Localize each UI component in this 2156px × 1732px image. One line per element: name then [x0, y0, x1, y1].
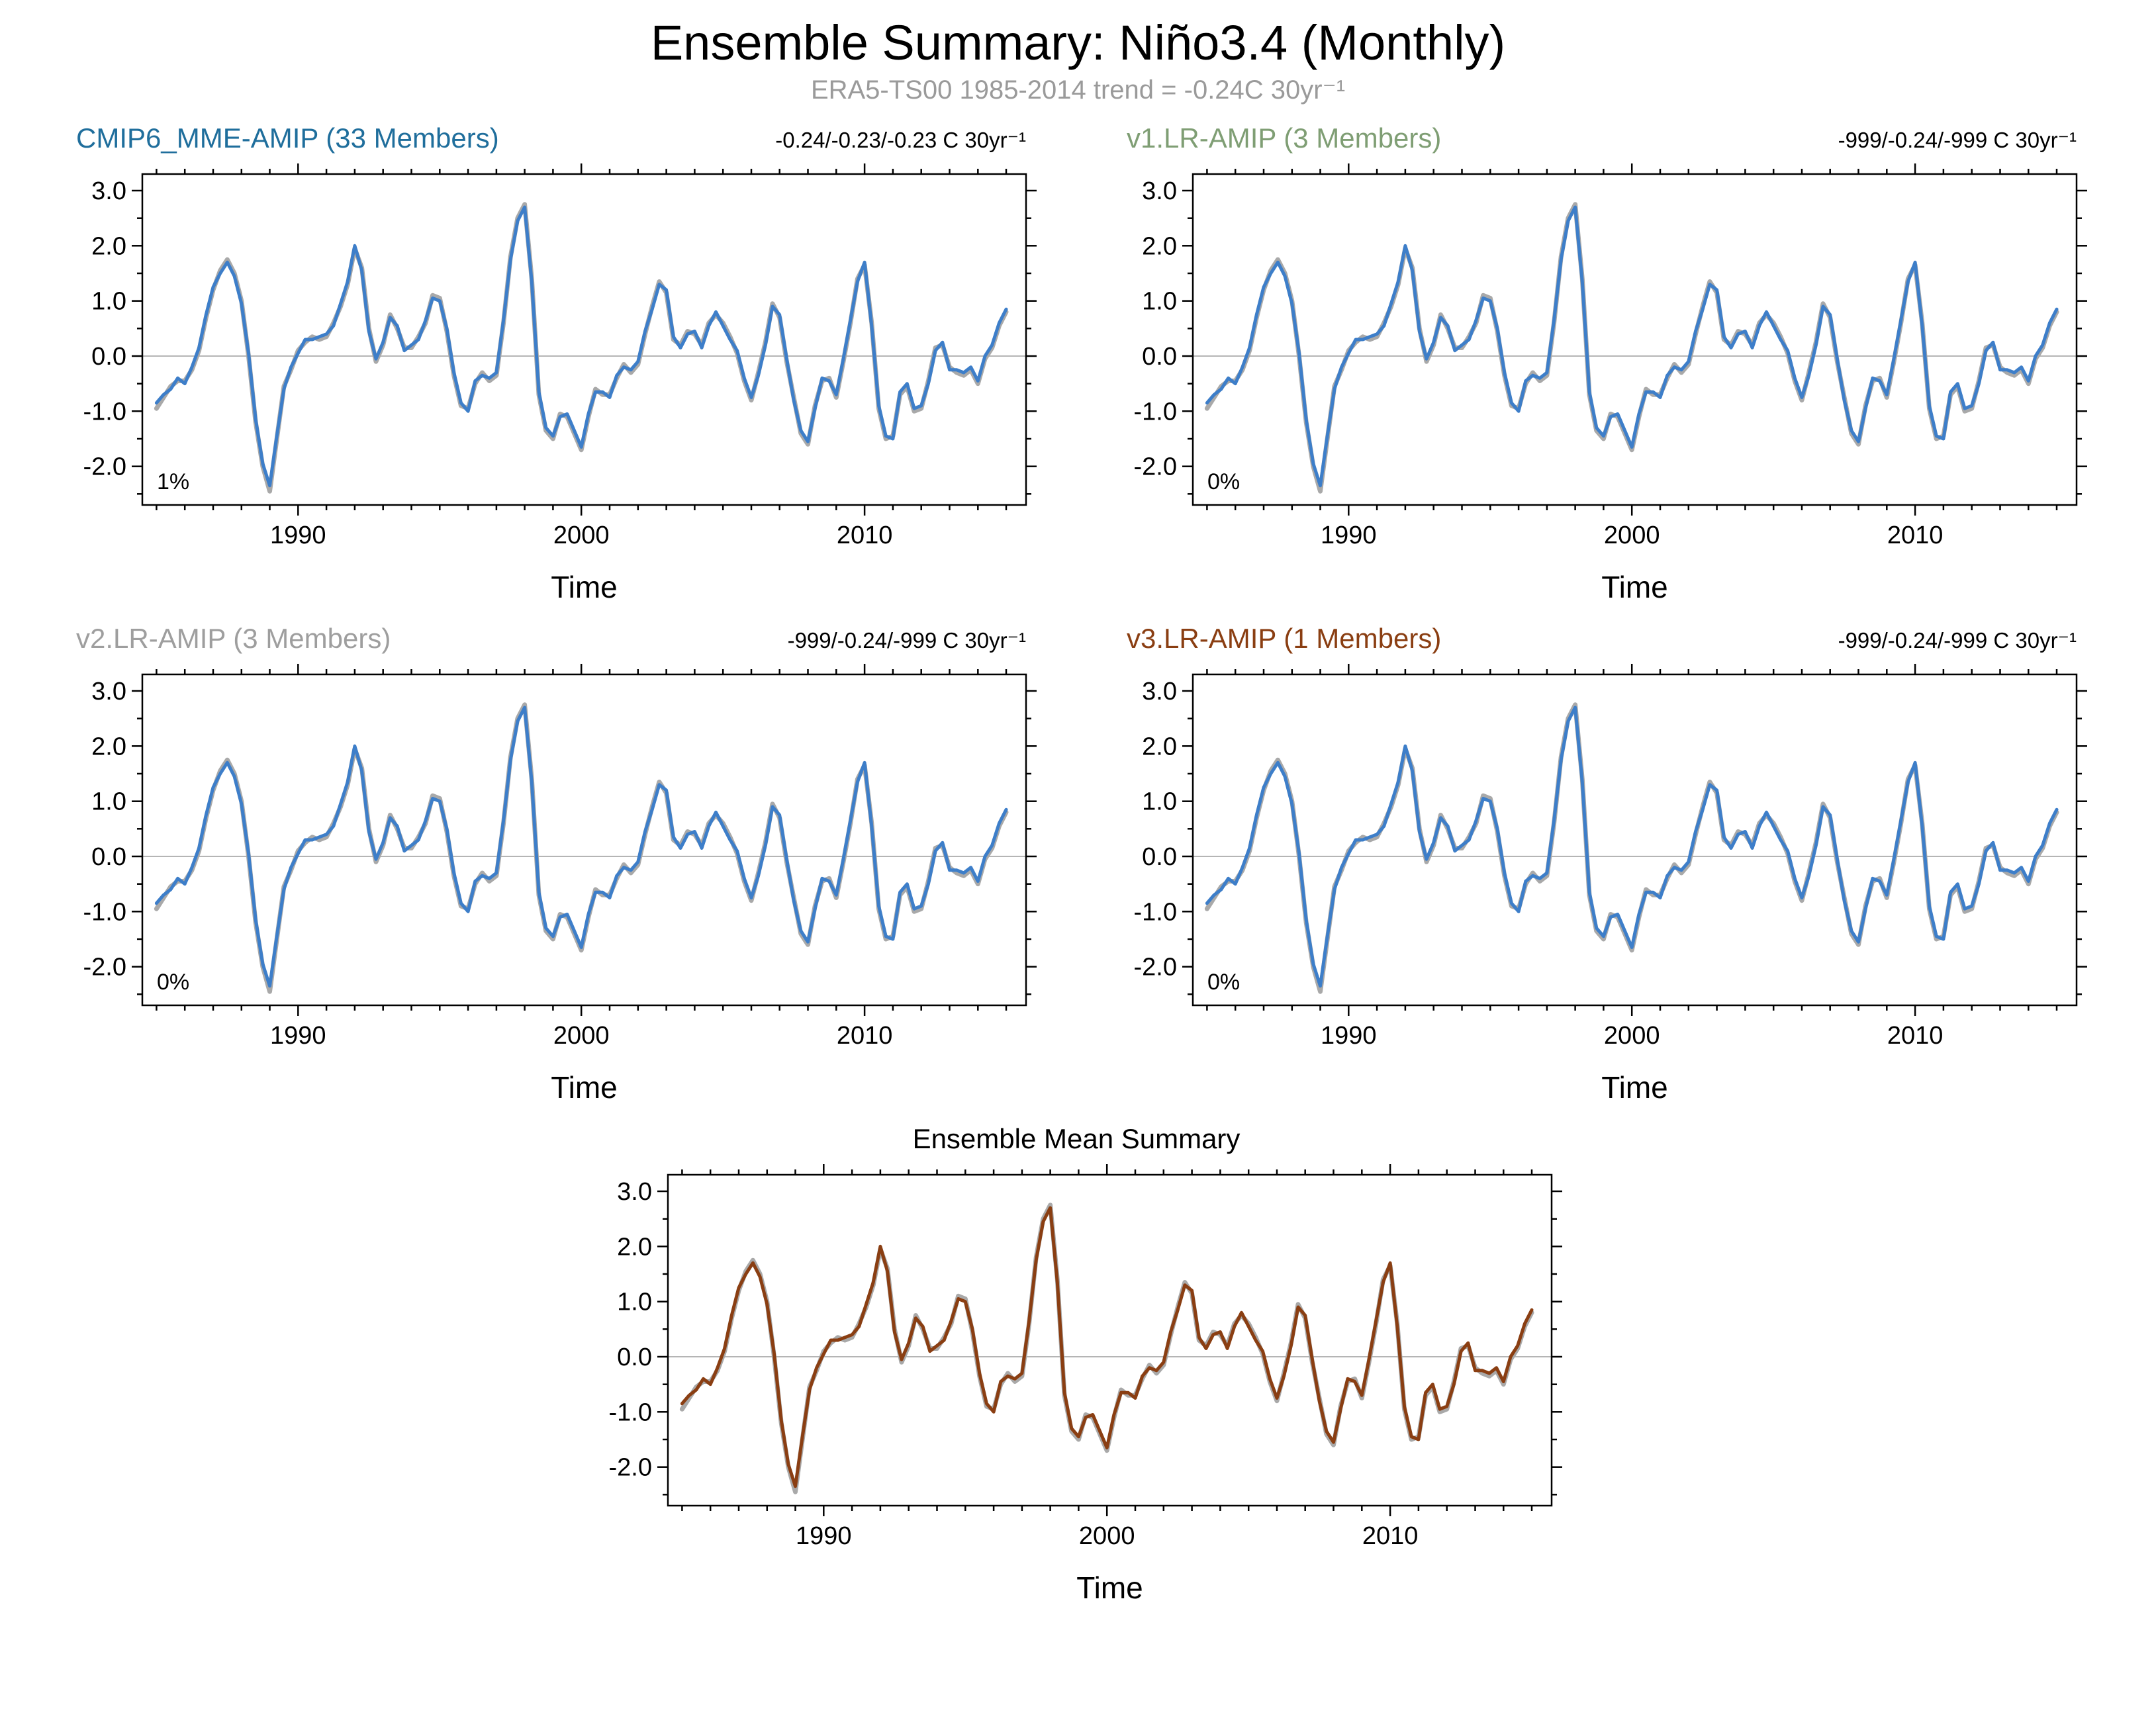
y-tick-label: 2.0 [91, 733, 126, 760]
chart-svg: 1990 2000 2010 -2.0 -1.0 0.0 1.0 2.0 3.0 1% Time [83, 163, 1037, 604]
plot-area: 1990 2000 2010 -2.0 -1.0 0.0 1.0 2.0 3.0 Time [588, 1162, 1568, 1606]
plot-border [141, 673, 1027, 1007]
plot-area: 1990 2000 2010 -2.0 -1.0 0.0 1.0 2.0 3.0 0% Time [63, 661, 1043, 1106]
y-tick-label: 0.0 [91, 843, 126, 871]
panel-v1-lr-amip: v1.LR-AMIP (3 Members) -999/-0.24/-999 C… [1113, 122, 2093, 606]
trend-label: -999/-0.24/-999 C 30yr⁻¹ [1838, 128, 2077, 152]
y-tick-label: 3.0 [1142, 177, 1177, 205]
plot-border [1192, 173, 2078, 506]
y-tick-label: 3.0 [91, 678, 126, 706]
y-tick-label: 0.0 [617, 1344, 652, 1371]
chart-svg: 1990 2000 2010 -2.0 -1.0 0.0 1.0 2.0 3.0 0% Time [1134, 664, 2087, 1105]
x-axis-label: Time [1601, 570, 1668, 604]
y-tick-label: 1.0 [617, 1289, 652, 1316]
series-line-ensemble [1205, 205, 2059, 488]
plot-area: 1990 2000 2010 -2.0 -1.0 0.0 1.0 2.0 3.0 1% Time [63, 161, 1043, 606]
chart-svg: 1990 2000 2010 -2.0 -1.0 0.0 1.0 2.0 3.0 Time [608, 1164, 1562, 1605]
plot-area: 1990 2000 2010 -2.0 -1.0 0.0 1.0 2.0 3.0 0% Time [1113, 161, 2093, 606]
panel-cmip6-mme-amip: CMIP6_MME-AMIP (33 Members) -0.24/-0.23/… [63, 122, 1043, 606]
y-tick-label: 1.0 [1142, 788, 1177, 816]
series-line-ensemble [154, 706, 1008, 988]
y-tick-label: 3.0 [91, 177, 126, 205]
trend-label: -0.24/-0.23/-0.23 C 30yr⁻¹ [775, 128, 1026, 152]
y-tick-label: -1.0 [83, 398, 126, 426]
y-tick-label: -1.0 [608, 1398, 651, 1426]
chart-svg: 1990 2000 2010 -2.0 -1.0 0.0 1.0 2.0 3.0 0% Time [83, 664, 1037, 1105]
series-line-ensemble [1205, 706, 2059, 988]
x-tick-label: 2000 [1078, 1522, 1135, 1550]
panel-ensemble-mean-summary: Ensemble Mean Summary 1990 2000 2010 -2.0 -1… [588, 1123, 1568, 1606]
percent-label: 1% [157, 469, 189, 494]
x-tick-label: 1990 [1321, 522, 1377, 549]
x-tick-label: 1990 [796, 1522, 852, 1550]
x-tick-label: 2000 [553, 1022, 610, 1050]
panel-header: CMIP6_MME-AMIP (33 Members) -0.24/-0.23/… [63, 122, 1043, 161]
panel-header: v1.LR-AMIP (3 Members) -999/-0.24/-999 C… [1113, 122, 2093, 161]
x-axis-label: Time [551, 1070, 618, 1105]
x-tick-label: 2000 [553, 522, 610, 549]
series-line-ensemble [154, 205, 1008, 488]
panel-v2-lr-amip: v2.LR-AMIP (3 Members) -999/-0.24/-999 C… [63, 623, 1043, 1106]
plot-border [141, 173, 1027, 506]
page-title: Ensemble Summary: Niño3.4 (Monthly) [650, 15, 1506, 70]
x-tick-label: 2010 [837, 1022, 893, 1050]
chart-svg: 1990 2000 2010 -2.0 -1.0 0.0 1.0 2.0 3.0 0% Time [1134, 163, 2087, 604]
y-tick-label: 1.0 [1142, 288, 1177, 316]
y-tick-label: 1.0 [91, 288, 126, 316]
y-tick-label: -2.0 [83, 954, 126, 981]
panel-header: v2.LR-AMIP (3 Members) -999/-0.24/-999 C… [63, 623, 1043, 661]
percent-label: 0% [1207, 469, 1240, 494]
panel-title: CMIP6_MME-AMIP (33 Members) [76, 122, 499, 154]
x-tick-label: 2010 [1362, 1522, 1418, 1550]
x-axis-label: Time [1076, 1571, 1143, 1605]
x-tick-label: 1990 [1321, 1022, 1377, 1050]
y-tick-label: 0.0 [1142, 343, 1177, 371]
y-tick-label: 2.0 [1142, 232, 1177, 260]
x-tick-label: 1990 [270, 1022, 326, 1050]
x-tick-label: 2010 [1887, 1022, 1944, 1050]
panel-header: Ensemble Mean Summary [588, 1123, 1568, 1162]
percent-label: 0% [157, 970, 189, 995]
panel-title: Ensemble Mean Summary [912, 1123, 1241, 1154]
y-tick-label: 2.0 [617, 1233, 652, 1261]
page-subtitle: ERA5-TS00 1985-2014 trend = -0.24C 30yr⁻… [810, 75, 1346, 105]
x-tick-label: 1990 [270, 522, 326, 549]
trend-label: -999/-0.24/-999 C 30yr⁻¹ [787, 628, 1026, 653]
y-tick-label: -2.0 [1134, 954, 1177, 981]
panels-grid: CMIP6_MME-AMIP (33 Members) -0.24/-0.23/… [0, 122, 2156, 1606]
trend-label: -999/-0.24/-999 C 30yr⁻¹ [1838, 628, 2077, 653]
y-tick-label: 3.0 [1142, 678, 1177, 706]
y-tick-label: -2.0 [1134, 453, 1177, 481]
y-tick-label: -2.0 [608, 1454, 651, 1482]
y-tick-label: -1.0 [1134, 898, 1177, 926]
panel-title: v3.LR-AMIP (1 Members) [1127, 623, 1442, 654]
x-tick-label: 2000 [1604, 1022, 1660, 1050]
y-tick-label: -2.0 [83, 453, 126, 481]
x-tick-label: 2010 [1887, 522, 1944, 549]
x-tick-label: 2010 [837, 522, 893, 549]
y-tick-label: -1.0 [83, 898, 126, 926]
panel-title: v2.LR-AMIP (3 Members) [76, 623, 391, 654]
y-tick-label: 3.0 [617, 1178, 652, 1206]
x-tick-label: 2000 [1604, 522, 1660, 549]
y-tick-label: 2.0 [1142, 733, 1177, 760]
x-axis-label: Time [551, 570, 618, 604]
y-tick-label: 2.0 [91, 232, 126, 260]
panel-header: v3.LR-AMIP (1 Members) -999/-0.24/-999 C… [1113, 623, 2093, 661]
y-tick-label: 1.0 [91, 788, 126, 816]
plot-border [667, 1173, 1552, 1507]
percent-label: 0% [1207, 970, 1240, 995]
plot-border [1192, 673, 2078, 1007]
y-tick-label: -1.0 [1134, 398, 1177, 426]
x-axis-label: Time [1601, 1070, 1668, 1105]
y-tick-label: 0.0 [91, 343, 126, 371]
series-line-ensemble [680, 1206, 1533, 1488]
y-tick-label: 0.0 [1142, 843, 1177, 871]
plot-area: 1990 2000 2010 -2.0 -1.0 0.0 1.0 2.0 3.0 0% Time [1113, 661, 2093, 1106]
panel-v3-lr-amip: v3.LR-AMIP (1 Members) -999/-0.24/-999 C… [1113, 623, 2093, 1106]
panel-title: v1.LR-AMIP (3 Members) [1127, 122, 1442, 154]
